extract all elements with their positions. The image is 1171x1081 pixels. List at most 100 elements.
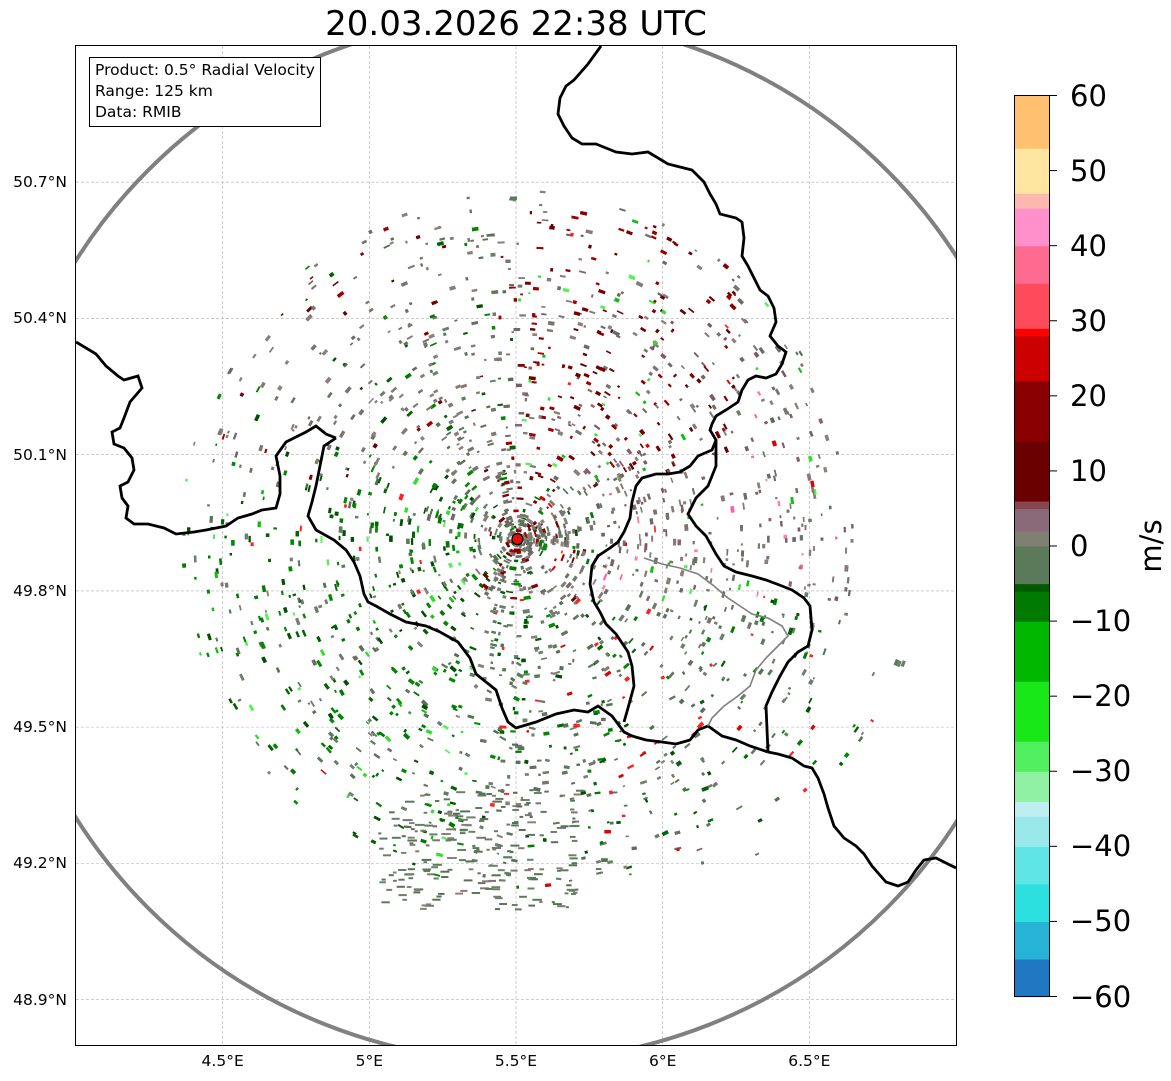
echo-gate [654, 579, 659, 583]
echo-gate [653, 525, 656, 533]
echo-gate [327, 712, 334, 720]
echo-gate [358, 603, 362, 608]
echo-gate [425, 266, 429, 271]
echo-gate [487, 442, 494, 447]
echo-gate [596, 443, 601, 448]
echo-gate [400, 806, 408, 811]
echo-gate [810, 480, 815, 488]
echo-gate [332, 420, 338, 426]
echo-gate [436, 895, 442, 898]
echo-gate [637, 496, 642, 503]
echo-gate [484, 629, 490, 634]
echo-gate [470, 512, 476, 519]
echo-gate [661, 735, 668, 741]
echo-gate [524, 554, 531, 561]
echo-gate [528, 726, 536, 731]
echo-gate [696, 721, 705, 729]
echo-gate [354, 762, 359, 767]
echo-gate [614, 757, 619, 761]
echo-gate [490, 639, 494, 642]
echo-gate [520, 293, 524, 296]
echo-gate [398, 869, 407, 871]
echo-gate [549, 614, 556, 619]
radar-map[interactable]: Product: 0.5° Radial Velocity Range: 125… [75, 45, 957, 1046]
echo-gate [516, 657, 520, 660]
echo-gate [490, 609, 496, 614]
radar-site-marker[interactable] [511, 533, 524, 546]
echo-gate [638, 534, 641, 540]
echo-gate [593, 659, 600, 665]
echo-gate [663, 587, 668, 594]
echo-gate [756, 482, 761, 489]
echo-gate [780, 520, 783, 527]
echo-gate [583, 373, 590, 378]
echo-gate [368, 229, 373, 235]
lon-tick-label: 6°E [648, 1052, 677, 1070]
echo-gate [699, 756, 705, 762]
echo-gate [541, 415, 547, 420]
echo-gate [536, 363, 540, 367]
echo-gate [415, 850, 420, 853]
echo-gate [353, 503, 357, 509]
echo-gate [608, 790, 613, 795]
echo-gate [489, 646, 495, 650]
echo-gate [860, 731, 865, 736]
echo-gate [420, 263, 424, 267]
echo-gate [606, 477, 610, 481]
echo-gate [616, 310, 624, 315]
echo-gate [691, 488, 696, 495]
echo-gate [489, 666, 495, 670]
echo-gate [636, 499, 640, 505]
echo-gate [641, 641, 646, 647]
echo-gate [346, 618, 351, 624]
echo-gate [482, 583, 489, 590]
echo-gate [238, 377, 243, 382]
echo-gate [409, 843, 416, 846]
echo-gate [544, 883, 552, 887]
echo-gate [519, 588, 524, 592]
echo-gate [307, 280, 314, 286]
echo-gate [519, 314, 526, 317]
echo-gate [582, 352, 588, 357]
echo-gate [411, 531, 416, 538]
echo-gate [334, 583, 338, 591]
echo-gate [623, 723, 629, 728]
echo-gate [352, 831, 357, 835]
echo-gate [650, 235, 657, 240]
echo-gate [556, 455, 564, 462]
echo-gate [635, 511, 638, 515]
echo-gate [379, 837, 388, 840]
echo-gate [390, 304, 396, 309]
echo-gate [402, 450, 408, 457]
echo-gate [382, 506, 386, 514]
echo-gate [214, 571, 218, 579]
echo-gate [509, 445, 516, 450]
echo-gate [525, 566, 533, 572]
echo-gate [670, 505, 675, 513]
echo-gate [471, 320, 479, 326]
echo-gate [428, 770, 435, 776]
echo-gate [701, 772, 706, 776]
echo-gate [309, 276, 314, 280]
echo-gate [423, 331, 430, 336]
echo-gate [518, 412, 525, 415]
echo-gate [310, 305, 317, 311]
echo-gate [553, 410, 561, 415]
echo-gate [567, 365, 573, 370]
echo-gate [497, 652, 501, 657]
echo-gate [773, 475, 777, 482]
echo-gate [534, 471, 542, 476]
echo-gate [262, 496, 265, 501]
echo-gate [542, 543, 548, 551]
echo-gate [499, 604, 506, 610]
echo-gate [792, 537, 796, 542]
radar-map-canvas[interactable] [76, 46, 956, 1045]
echo-gate [637, 450, 643, 457]
echo-gate [451, 544, 456, 552]
echo-gate [463, 879, 473, 882]
echo-gate [480, 235, 484, 238]
echo-gate [504, 519, 510, 525]
echo-gate [386, 747, 393, 753]
echo-gate [527, 614, 531, 619]
echo-gate [754, 413, 758, 419]
